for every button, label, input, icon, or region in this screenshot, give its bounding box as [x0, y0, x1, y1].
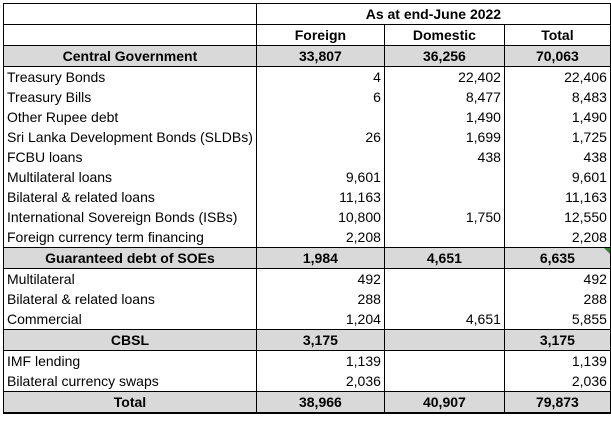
table-row: Treasury Bonds 4 22,402 22,406	[3, 66, 611, 87]
table-row: Multilateral 492 492	[3, 268, 611, 289]
total-label: Total	[3, 391, 257, 414]
table-row: Sri Lanka Development Bonds (SLDBs) 26 1,6…	[3, 127, 611, 147]
row-total: 492	[503, 268, 611, 289]
header-total: Total	[503, 24, 611, 46]
section-foreign: 33,807	[255, 45, 385, 67]
row-foreign: 2,208	[255, 227, 385, 248]
row-foreign: 10,800	[255, 207, 385, 227]
table-row: International Sovereign Bonds (ISBs) 10,8…	[3, 207, 611, 227]
row-domestic: 8,477	[383, 87, 505, 107]
row-total: 9,601	[503, 167, 611, 187]
section-total: 3,175	[503, 329, 611, 351]
row-total: 8,483	[503, 87, 611, 107]
header-domestic: Domestic	[383, 24, 505, 46]
row-total: 288	[503, 289, 611, 309]
section-row: CBSL 3,175 3,175	[3, 329, 611, 351]
row-domestic	[383, 167, 505, 187]
row-foreign: 1,139	[255, 350, 385, 371]
row-foreign: 288	[255, 289, 385, 309]
row-total: 438	[503, 147, 611, 167]
row-foreign	[255, 147, 385, 167]
row-domestic: 1,699	[383, 127, 505, 147]
section-label: Guaranteed debt of SOEs	[3, 247, 257, 269]
row-domestic	[383, 371, 505, 392]
row-label: Bilateral & related loans	[3, 289, 257, 309]
row-label: IMF lending	[3, 350, 257, 371]
section-domestic: 36,256	[383, 45, 505, 67]
row-domestic: 1,490	[383, 107, 505, 127]
row-domestic: 438	[383, 147, 505, 167]
table-row: FCBU loans 438 438	[3, 147, 611, 167]
table-row: Other Rupee debt 1,490 1,490	[3, 107, 611, 127]
row-total: 1,139	[503, 350, 611, 371]
row-total: 2,036	[503, 371, 611, 392]
row-total: 1,725	[503, 127, 611, 147]
row-label: International Sovereign Bonds (ISBs)	[3, 207, 257, 227]
row-domestic: 1,750	[383, 207, 505, 227]
total-total: 79,873	[503, 391, 611, 414]
row-foreign: 6	[255, 87, 385, 107]
row-label: Bilateral & related loans	[3, 187, 257, 207]
header-blank	[3, 24, 257, 46]
row-domestic	[383, 350, 505, 371]
row-label: Other Rupee debt	[3, 107, 257, 127]
table-row: Multilateral loans 9,601 9,601	[3, 167, 611, 187]
row-foreign: 11,163	[255, 187, 385, 207]
row-label: Sri Lanka Development Bonds (SLDBs)	[3, 127, 257, 147]
row-label: Multilateral	[3, 268, 257, 289]
row-label: Treasury Bills	[3, 87, 257, 107]
table-row: IMF lending 1,139 1,139	[3, 350, 611, 371]
row-foreign: 9,601	[255, 167, 385, 187]
debt-table: As at end-June 2022 Foreign Domestic Tot…	[3, 3, 611, 414]
table-row: Bilateral & related loans 11,163 11,163	[3, 187, 611, 207]
row-label: Bilateral currency swaps	[3, 371, 257, 392]
section-domestic	[383, 329, 505, 351]
row-label: Treasury Bonds	[3, 66, 257, 87]
table-row: Treasury Bills 6 8,477 8,483	[3, 87, 611, 107]
section-label: Central Government	[3, 45, 257, 67]
section-foreign: 3,175	[255, 329, 385, 351]
total-domestic: 40,907	[383, 391, 505, 414]
row-domestic	[383, 289, 505, 309]
row-total: 5,855	[503, 309, 611, 330]
row-total: 12,550	[503, 207, 611, 227]
table-row: Commercial 1,204 4,651 5,855	[3, 309, 611, 330]
header-foreign: Foreign	[255, 24, 385, 46]
row-foreign: 1,204	[255, 309, 385, 330]
row-total: 11,163	[503, 187, 611, 207]
row-label: Multilateral loans	[3, 167, 257, 187]
table-title: As at end-June 2022	[255, 3, 611, 25]
row-foreign: 4	[255, 66, 385, 87]
row-domestic	[383, 268, 505, 289]
row-total: 1,490	[503, 107, 611, 127]
row-label: FCBU loans	[3, 147, 257, 167]
row-label: Commercial	[3, 309, 257, 330]
row-total: 22,406	[503, 66, 611, 87]
row-total: 2,208	[503, 227, 611, 248]
total-foreign: 38,966	[255, 391, 385, 414]
section-row: Central Government 33,807 36,256 70,063	[3, 45, 611, 67]
row-foreign	[255, 107, 385, 127]
section-label: CBSL	[3, 329, 257, 351]
table-row: Foreign currency term financing 2,208 2,20…	[3, 227, 611, 248]
total-row: Total 38,966 40,907 79,873	[3, 391, 611, 414]
section-total: 6,635	[503, 247, 611, 269]
title-row: As at end-June 2022	[3, 3, 611, 25]
section-total: 70,063	[503, 45, 611, 67]
row-domestic	[383, 227, 505, 248]
row-domestic: 4,651	[383, 309, 505, 330]
table-row: Bilateral currency swaps 2,036 2,036	[3, 371, 611, 392]
header-row: Foreign Domestic Total	[3, 24, 611, 46]
section-row: Guaranteed debt of SOEs 1,984 4,651 6,635	[3, 247, 611, 269]
row-domestic	[383, 187, 505, 207]
table-row: Bilateral & related loans 288 288	[3, 289, 611, 309]
section-foreign: 1,984	[255, 247, 385, 269]
row-foreign: 2,036	[255, 371, 385, 392]
row-domestic: 22,402	[383, 66, 505, 87]
row-foreign: 492	[255, 268, 385, 289]
debt-table-container: As at end-June 2022 Foreign Domestic Tot…	[3, 3, 611, 414]
section-domestic: 4,651	[383, 247, 505, 269]
row-label: Foreign currency term financing	[3, 227, 257, 248]
row-foreign: 26	[255, 127, 385, 147]
